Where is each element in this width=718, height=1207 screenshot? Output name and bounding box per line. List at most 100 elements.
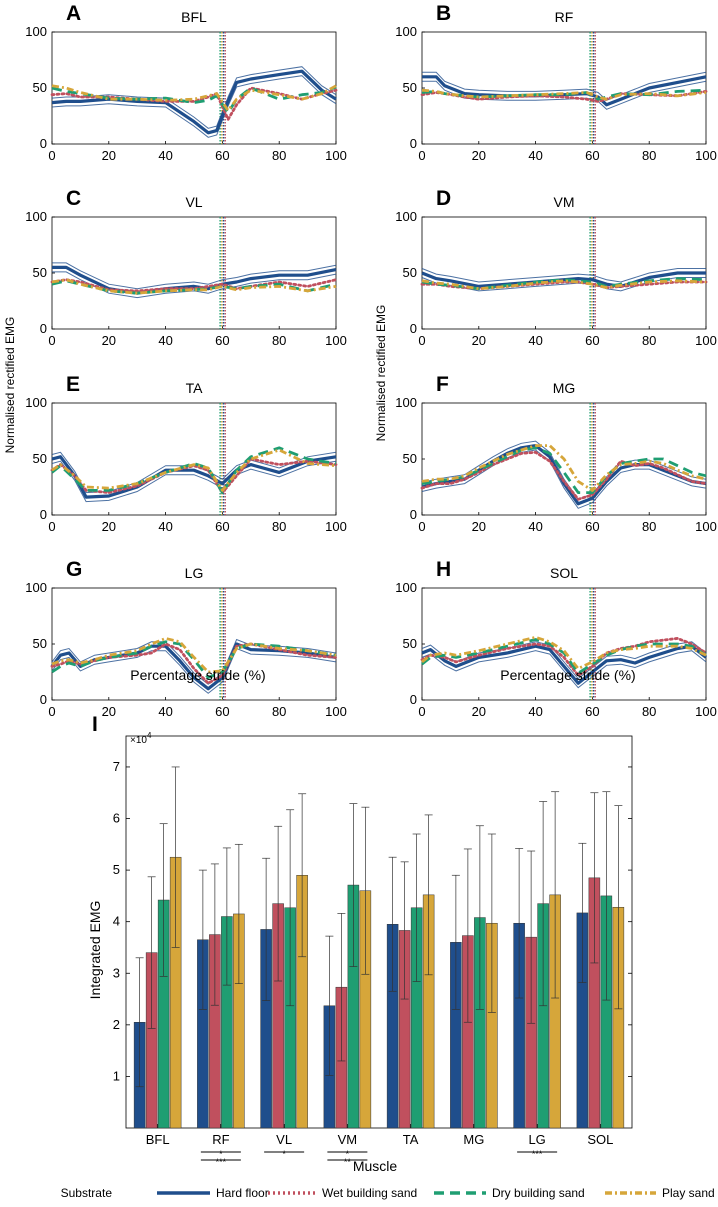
panel-letter-d: D (436, 187, 451, 210)
y-tick-label: 100 (395, 209, 417, 224)
series-line-wet-building-sand (420, 450, 708, 501)
y-tick-label: 100 (395, 580, 417, 595)
series-band-upper-hard-floor (51, 451, 337, 494)
series-line-dry-building-sand (421, 638, 707, 675)
panel-letter-a: A (66, 2, 81, 25)
panel-letter-f: F (436, 373, 449, 396)
y-tick-label: 100 (25, 209, 47, 224)
significance-label-rf: *** (216, 1157, 227, 1167)
plot-frame (51, 216, 337, 330)
x-tick-label: 100 (325, 704, 347, 719)
legend-label-hard-floor: Hard floor (216, 1186, 269, 1200)
bar-x-tick-label-vm: VM (338, 1132, 358, 1147)
y-tick-label: 100 (25, 580, 47, 595)
x-tick-label: 100 (325, 519, 347, 534)
x-tick-label: 60 (585, 704, 599, 719)
x-tick-label: 20 (472, 519, 486, 534)
bar-y-tick-label: 7 (113, 759, 120, 774)
legend-label-play-sand: Play sand (662, 1186, 715, 1200)
bar-x-tick-label-vl: VL (276, 1132, 292, 1147)
x-tick-label: 0 (48, 148, 55, 163)
x-tick-label: 60 (215, 148, 229, 163)
y-tick-label: 0 (40, 692, 47, 707)
x-tick-label: 60 (215, 704, 229, 719)
x-tick-label: 60 (585, 519, 599, 534)
panel-letter-g: G (66, 558, 82, 581)
series-band-lower-hard-floor (51, 460, 337, 503)
x-tick-label: 40 (158, 519, 172, 534)
panel-letter-h: H (436, 558, 451, 581)
x-tick-label: 20 (102, 704, 116, 719)
series-line-play-sand (421, 88, 707, 101)
panel-letter-i: I (92, 713, 98, 736)
x-tick-label: 80 (642, 333, 656, 348)
y-tick-label: 0 (410, 321, 417, 336)
y-tick-label: 0 (410, 692, 417, 707)
x-axis-label-left: Percentage stride (%) (130, 667, 265, 683)
y-tick-label: 0 (40, 136, 47, 151)
x-tick-label: 20 (472, 704, 486, 719)
panel-title-ta: TA (186, 380, 204, 396)
y-tick-label: 100 (395, 24, 417, 39)
series-band-lower-hard-floor (421, 650, 707, 689)
line-panels: 0 20 40 60 80 100 0 50 100 A BFL 0 20 40 60 80 100 0 50 100… (25, 2, 717, 719)
x-tick-label: 80 (642, 519, 656, 534)
x-tick-label: 100 (695, 333, 717, 348)
x-tick-label: 20 (472, 333, 486, 348)
plot-frame (421, 587, 707, 701)
x-tick-label: 20 (102, 519, 116, 534)
x-tick-label: 20 (102, 333, 116, 348)
x-tick-label: 60 (585, 333, 599, 348)
line-panel-vl: 0 20 40 60 80 100 0 50 100 C VL (25, 187, 347, 348)
x-tick-label: 100 (325, 148, 347, 163)
legend: Substrate Hard floor Wet building sand D… (61, 1186, 715, 1200)
series-band-upper-hard-floor (421, 268, 706, 283)
panel-title-lg: LG (185, 565, 204, 581)
series-line-play-sand (421, 635, 707, 670)
x-tick-label: 40 (158, 333, 172, 348)
y-tick-label: 0 (410, 136, 417, 151)
y-tick-label: 0 (40, 321, 47, 336)
line-panel-mg: 0 20 40 60 80 100 0 50 100 F MG (395, 373, 717, 534)
bar-x-tick-label-bfl: BFL (146, 1132, 170, 1147)
line-panel-bfl: 0 20 40 60 80 100 0 50 100 A BFL (25, 2, 347, 163)
x-tick-label: 20 (102, 148, 116, 163)
y-tick-label: 50 (33, 636, 47, 651)
y-tick-label: 50 (403, 636, 417, 651)
bar-y-tick-label: 4 (113, 914, 120, 929)
panel-letter-e: E (66, 373, 80, 396)
x-tick-label: 60 (215, 333, 229, 348)
x-tick-label: 80 (272, 333, 286, 348)
x-tick-label: 60 (585, 148, 599, 163)
line-panel-lg: 0 20 40 60 80 100 0 50 100 G LG (25, 558, 347, 719)
line-panel-sol: 0 20 40 60 80 100 0 50 100 H SOL (395, 558, 717, 719)
x-tick-label: 60 (215, 519, 229, 534)
series-band-lower-hard-floor (422, 80, 707, 110)
x-tick-label: 80 (272, 519, 286, 534)
panel-title-rf: RF (555, 9, 574, 25)
x-tick-label: 100 (325, 333, 347, 348)
y-axis-label-left: Normalised rectified EMG (3, 317, 17, 454)
legend-label-wet-building-sand: Wet building sand (322, 1186, 417, 1200)
series-line-play-sand (51, 278, 337, 295)
bar-x-tick-label-rf: RF (212, 1132, 229, 1147)
series-band-upper-hard-floor (52, 262, 337, 290)
x-tick-label: 0 (48, 333, 55, 348)
legend-title: Substrate (61, 1186, 113, 1200)
x-tick-label: 0 (48, 519, 55, 534)
line-panel-ta: 0 20 40 60 80 100 0 50 100 E TA (25, 373, 347, 534)
panel-title-sol: SOL (550, 565, 578, 581)
plot-frame (421, 31, 707, 145)
y-tick-label: 50 (403, 265, 417, 280)
x-tick-label: 100 (695, 704, 717, 719)
series-line-play-sand (421, 444, 707, 492)
line-panel-rf: 0 20 40 60 80 100 0 50 100 B RF (395, 2, 717, 163)
y-multiplier: ×104 (130, 731, 152, 746)
bar-y-tick-label: 3 (113, 965, 120, 980)
y-axis-label-right: Normalised rectified EMG (374, 305, 388, 442)
significance-label-lg: *** (532, 1149, 543, 1159)
x-axis-label-right: Percentage stride (%) (500, 667, 635, 683)
significance-label-vm: ** (344, 1157, 352, 1167)
series-line-play-sand (421, 279, 707, 291)
